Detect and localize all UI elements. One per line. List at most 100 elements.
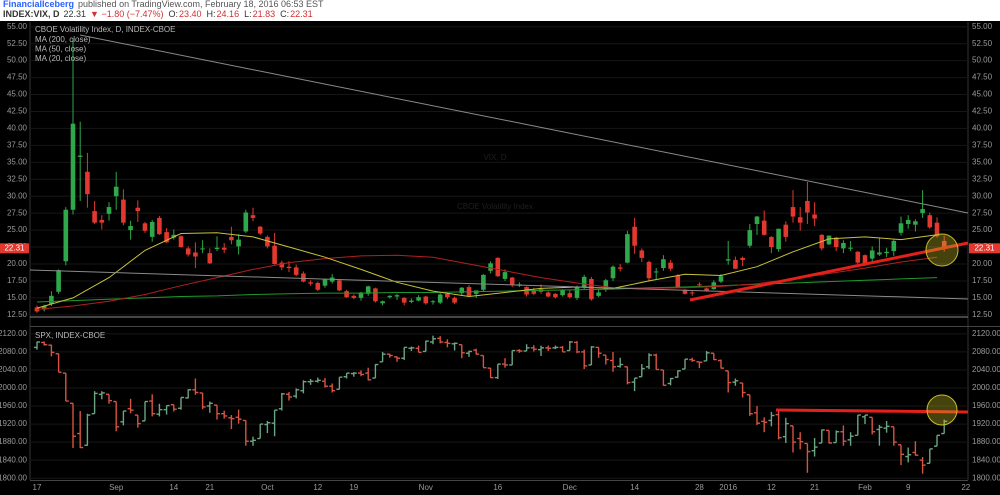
y-tick-label: 27.50 — [972, 208, 993, 217]
candle-body — [869, 250, 875, 259]
candle-body — [77, 155, 83, 157]
y-tick-label: 1920.00 — [972, 419, 1000, 428]
candle-body — [625, 234, 630, 263]
candle-body — [365, 286, 371, 294]
y-tick-label: 45.00 — [972, 90, 993, 99]
x-tick-label: Dec — [563, 483, 577, 492]
header-line: FinancialIceberg published on TradingView… — [3, 0, 324, 9]
candle-body — [769, 236, 774, 248]
candle-body — [653, 271, 659, 273]
candle-body — [905, 219, 911, 224]
candle-body — [877, 252, 882, 255]
y-tick-label: 12.50 — [972, 310, 993, 319]
candle-body — [358, 292, 364, 298]
candle-body — [675, 275, 681, 288]
price-tag-label: 22.31 — [4, 243, 25, 252]
candle-body — [661, 259, 666, 269]
last: 22.31 — [64, 9, 87, 19]
x-tick-label: 28 — [695, 483, 704, 492]
candle-body — [855, 251, 861, 263]
candle-body — [927, 215, 933, 228]
candle-body — [488, 263, 493, 271]
candle-body — [351, 295, 357, 298]
resistance-line — [775, 408, 969, 414]
candle-body — [941, 240, 947, 249]
x-tick-label: 21 — [205, 483, 214, 492]
candle-body — [797, 217, 803, 223]
y-tick-label: 2040.00 — [972, 365, 1000, 374]
y-tick-label: 2080.00 — [0, 347, 28, 356]
y-tick-label: 2120.00 — [972, 329, 1000, 338]
candle-body — [207, 253, 213, 264]
candle-body — [617, 267, 623, 269]
candle-body — [610, 266, 616, 279]
candle-body — [99, 219, 105, 223]
candle-body — [862, 255, 868, 264]
legend-entry: MA (200, close) — [35, 35, 91, 44]
y-tick-label: 47.50 — [7, 73, 28, 82]
candle-body — [286, 266, 292, 269]
x-tick-label: Oct — [261, 483, 274, 492]
x-tick-label: 2016 — [719, 483, 737, 492]
y-tick-label: 35.00 — [972, 157, 993, 166]
moving-average — [36, 232, 938, 309]
candle-body — [301, 273, 306, 282]
y-tick-label: 52.50 — [7, 39, 28, 48]
candle-body — [481, 274, 486, 290]
x-tick-label: Feb — [858, 483, 872, 492]
highlight — [926, 394, 958, 426]
watermark: CBOE Volatility Index — [457, 202, 533, 211]
y-tick-label: 42.50 — [972, 107, 993, 116]
y-tick-label: 2120.00 — [0, 329, 28, 338]
pane-title: CBOE Volatility Index, D, INDEX-CBOE — [35, 25, 176, 34]
published: published on TradingView.com, February 1… — [78, 0, 324, 9]
quote-value: 21.83 — [253, 9, 276, 19]
candle-body — [754, 216, 760, 224]
candle-body — [898, 223, 904, 233]
candle-body — [747, 230, 753, 246]
y-tick-label: 50.00 — [7, 56, 28, 65]
candle-body — [164, 232, 169, 243]
candle-body — [200, 248, 205, 250]
candle-body — [459, 287, 465, 294]
y-tick-label: 1800.00 — [972, 473, 1000, 482]
candle-body — [257, 226, 263, 234]
y-tick-label: 40.00 — [972, 124, 993, 133]
y-tick-label: 1840.00 — [0, 455, 28, 464]
support-line — [689, 241, 969, 302]
y-tick-label: 1840.00 — [972, 455, 1000, 464]
candle-body — [337, 280, 342, 291]
y-tick-label: 2000.00 — [972, 383, 1000, 392]
y-tick-label: 1920.00 — [0, 419, 28, 428]
candle-body — [805, 200, 810, 213]
y-tick-label: 1800.00 — [0, 473, 28, 482]
candle-body — [41, 306, 47, 310]
quote-value: 23.40 — [179, 9, 202, 19]
trendline — [29, 269, 969, 300]
y-tick-label: 2000.00 — [0, 383, 28, 392]
candle-body — [243, 212, 249, 232]
candle-body — [697, 284, 702, 286]
y-tick-label: 42.50 — [7, 107, 28, 116]
quote-label: L: — [244, 9, 252, 19]
y-tick-label: 52.50 — [972, 39, 993, 48]
drawings — [29, 34, 969, 426]
candle-body — [315, 282, 321, 290]
candle-body — [445, 293, 450, 298]
candle-body — [394, 295, 400, 297]
candle-body — [121, 199, 126, 223]
candle-body — [920, 209, 925, 214]
price-tag — [969, 243, 1000, 254]
y-tick-label: 1880.00 — [0, 437, 28, 446]
y-tick-label: 17.50 — [7, 276, 28, 285]
candle-body — [776, 228, 781, 250]
candle-body — [567, 293, 573, 298]
candle-body — [733, 259, 738, 269]
y-tick-label: 15.00 — [7, 293, 28, 302]
x-tick-label: 17 — [33, 483, 42, 492]
price-tag — [0, 243, 29, 254]
y-tick-label: 25.00 — [7, 225, 28, 234]
candle-body — [725, 259, 731, 261]
quote-label: C: — [280, 9, 289, 19]
candle-body — [34, 307, 40, 312]
